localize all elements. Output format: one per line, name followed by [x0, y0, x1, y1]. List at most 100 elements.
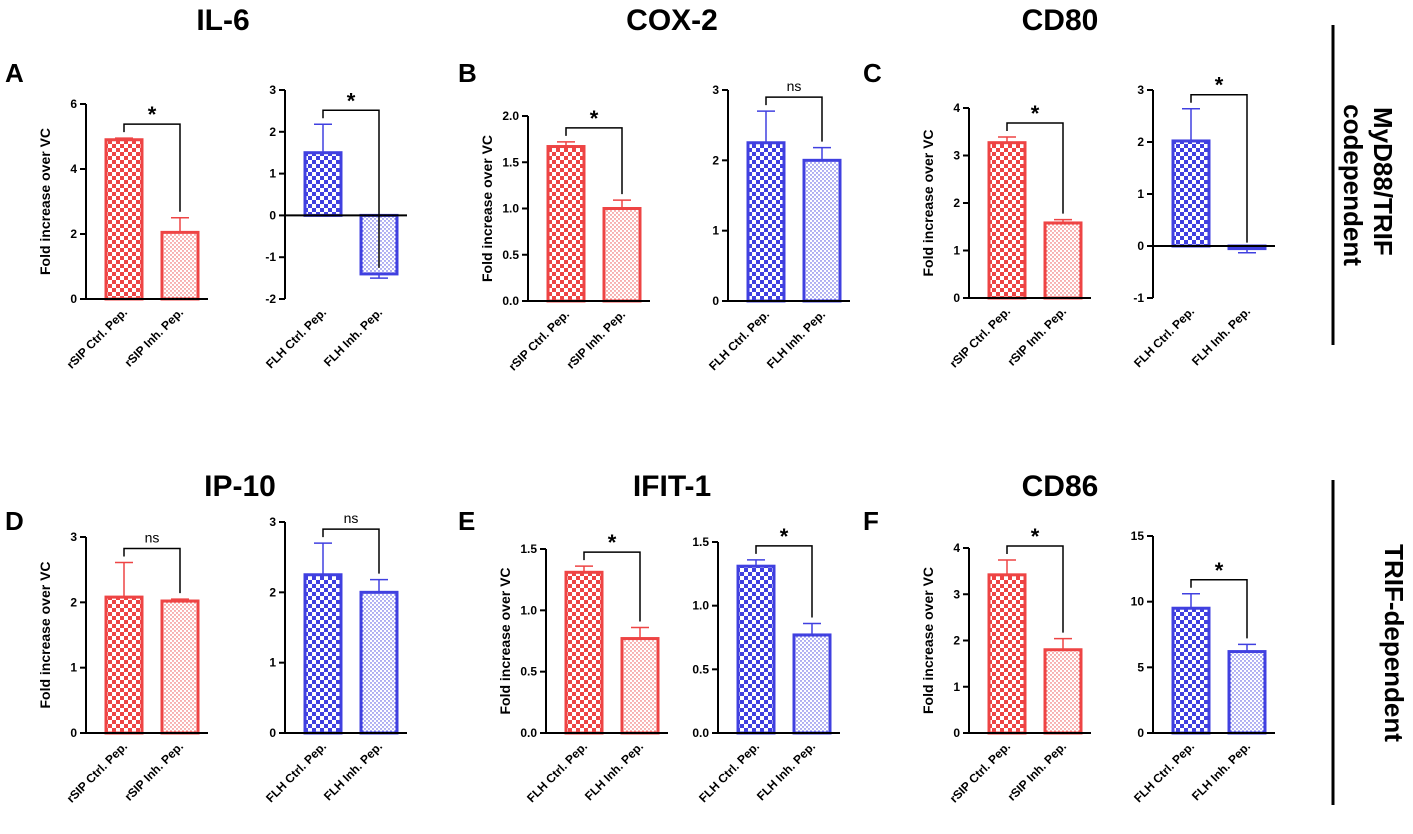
significance-label: * — [590, 106, 599, 131]
y-tick-label: 0.5 — [520, 665, 537, 679]
panel-letter: E — [458, 506, 475, 536]
y-tick-label: 3 — [953, 149, 960, 163]
y-tick-label: 1 — [1137, 187, 1144, 201]
x-tick-label: FLH Inh. Pep. — [582, 739, 646, 803]
x-tick-label: FLH Inh. Pep. — [1189, 739, 1253, 803]
chart-E-right: 0.0 0.5 1.0 1.5 FLH Ctrl. Pep.FLH Inh. Pep. * — [692, 524, 840, 805]
y-tick-label: 10 — [1131, 595, 1145, 609]
x-tick-label: rSIP Inh. Pep. — [564, 307, 628, 371]
bar — [564, 570, 604, 735]
bar — [546, 145, 586, 303]
significance-bracket — [1190, 579, 1248, 639]
bar — [802, 158, 842, 303]
bar — [736, 564, 776, 735]
side-label-myd88-trif-line2: codependent — [1338, 104, 1368, 266]
y-tick-label: 4 — [953, 101, 960, 115]
chart-F-right: 0 5 10 15 FLH Ctrl. Pep.FLH Inh. Pep. * — [1131, 529, 1275, 805]
y-tick-label: 2 — [269, 125, 276, 139]
y-tick-label: 6 — [70, 97, 77, 111]
y-tick-label: 3 — [1137, 83, 1144, 97]
y-tick-label: 2.0 — [502, 109, 519, 123]
y-tick-label: 0 — [269, 208, 276, 222]
significance-bracket — [765, 96, 823, 142]
y-tick-label: 2 — [70, 595, 77, 609]
bar — [359, 590, 399, 735]
side-label-myd88-trif-line1: MyD88/TRIF — [1368, 107, 1398, 256]
x-tick-label: rSIP Ctrl. Pep. — [506, 307, 572, 373]
y-tick-label: 0 — [1137, 726, 1144, 740]
y-axis-title: Fold increase over VC — [497, 567, 513, 714]
y-tick-label: 0 — [269, 726, 276, 740]
y-tick-label: 3 — [269, 83, 276, 97]
y-tick-label: 1 — [70, 661, 77, 675]
y-tick-label: 1 — [712, 224, 719, 238]
y-tick-label: -1 — [1133, 291, 1144, 305]
panel-title: IFIT-1 — [633, 470, 711, 503]
y-tick-label: 0.5 — [502, 248, 519, 262]
x-tick-label: FLH Ctrl. Pep. — [263, 739, 329, 805]
significance-bracket — [322, 528, 380, 574]
panel-letter: D — [5, 506, 24, 536]
y-tick-label: 5 — [1137, 660, 1144, 674]
y-tick-label: -2 — [265, 292, 276, 306]
significance-label: * — [1215, 73, 1224, 98]
significance-label: ns — [145, 529, 160, 545]
side-label-trif-dependent: TRIF-dependent — [1379, 544, 1409, 742]
bar — [160, 230, 200, 301]
chart-B-right: 0 1 2 3 FLH Ctrl. Pep.FLH Inh. Pep. ns — [706, 78, 850, 373]
chart-A-left: IL-6 A Fold increase over VC 0 2 4 6 rSIP Ctrl.… — [5, 4, 250, 372]
bar — [1043, 648, 1083, 735]
panels: IL-6 A Fold increase over VC 0 2 4 6 rSIP Ctrl.… — [5, 4, 1275, 806]
y-tick-label: 0.0 — [520, 726, 537, 740]
y-tick-label: 1.0 — [520, 603, 537, 617]
panel-title: IP-10 — [204, 470, 276, 503]
significance-label: * — [347, 88, 356, 113]
y-tick-label: 1 — [953, 244, 960, 258]
significance-label: * — [780, 524, 789, 549]
y-tick-label: 0 — [1137, 239, 1144, 253]
significance-bracket — [1006, 122, 1064, 214]
y-tick-label: 1.5 — [502, 155, 519, 169]
y-tick-label: 1.0 — [692, 599, 709, 613]
y-tick-label: 4 — [70, 162, 77, 176]
y-axis-title: Fold increase over VC — [479, 135, 495, 282]
chart-D-left: IP-10 D Fold increase over VC 0 1 2 3 rSIP Ctrl… — [5, 470, 276, 806]
chart-C-left: CD80 C Fold increase over VC 0 1 2 3 4 rSIP Ctrl… — [863, 4, 1098, 371]
x-tick-label: rSIP Inh. Pep. — [122, 305, 186, 369]
y-tick-label: 2 — [1137, 135, 1144, 149]
y-tick-label: 1.5 — [692, 535, 709, 549]
chart-C-right: -1 0 1 2 3 FLH Ctrl. Pep.FLH Inh. Pep. * — [1131, 73, 1275, 370]
significance-label: ns — [787, 78, 802, 94]
panel-letter: C — [863, 58, 882, 88]
x-tick-label: FLH Inh. Pep. — [754, 739, 818, 803]
x-tick-label: FLH Inh. Pep. — [321, 739, 385, 803]
y-tick-label: 0 — [70, 726, 77, 740]
bar — [303, 573, 343, 735]
y-tick-label: 0.0 — [502, 294, 519, 308]
x-tick-label: FLH Ctrl. Pep. — [1131, 304, 1197, 370]
significance-label: * — [1215, 558, 1224, 583]
x-tick-label: rSIP Inh. Pep. — [1005, 739, 1069, 803]
bar — [104, 138, 144, 301]
significance-label: * — [148, 102, 157, 127]
significance-label: * — [608, 530, 617, 555]
x-tick-label: FLH Inh. Pep. — [321, 305, 385, 369]
y-tick-label: 2 — [70, 227, 77, 241]
y-tick-label: 1.5 — [520, 542, 537, 556]
significance-label: * — [1031, 524, 1040, 549]
bar — [160, 599, 200, 735]
significance-bracket — [123, 123, 181, 212]
panel-letter: B — [458, 58, 477, 88]
y-tick-label: 1.0 — [502, 202, 519, 216]
bar — [104, 595, 144, 735]
y-tick-label: 2 — [953, 634, 960, 648]
chart-E-left: IFIT-1 E Fold increase over VC 0.0 0.5 1.0 1.5… — [458, 470, 711, 805]
y-tick-label: 15 — [1131, 529, 1145, 543]
significance-bracket — [755, 545, 813, 618]
significance-label: ns — [344, 510, 359, 526]
x-tick-label: FLH Ctrl. Pep. — [696, 739, 762, 805]
panel-letter: F — [863, 506, 879, 536]
panel-letter: A — [5, 58, 24, 88]
y-axis-title: Fold increase over VC — [37, 128, 53, 275]
panel-title: CD80 — [1022, 4, 1099, 37]
